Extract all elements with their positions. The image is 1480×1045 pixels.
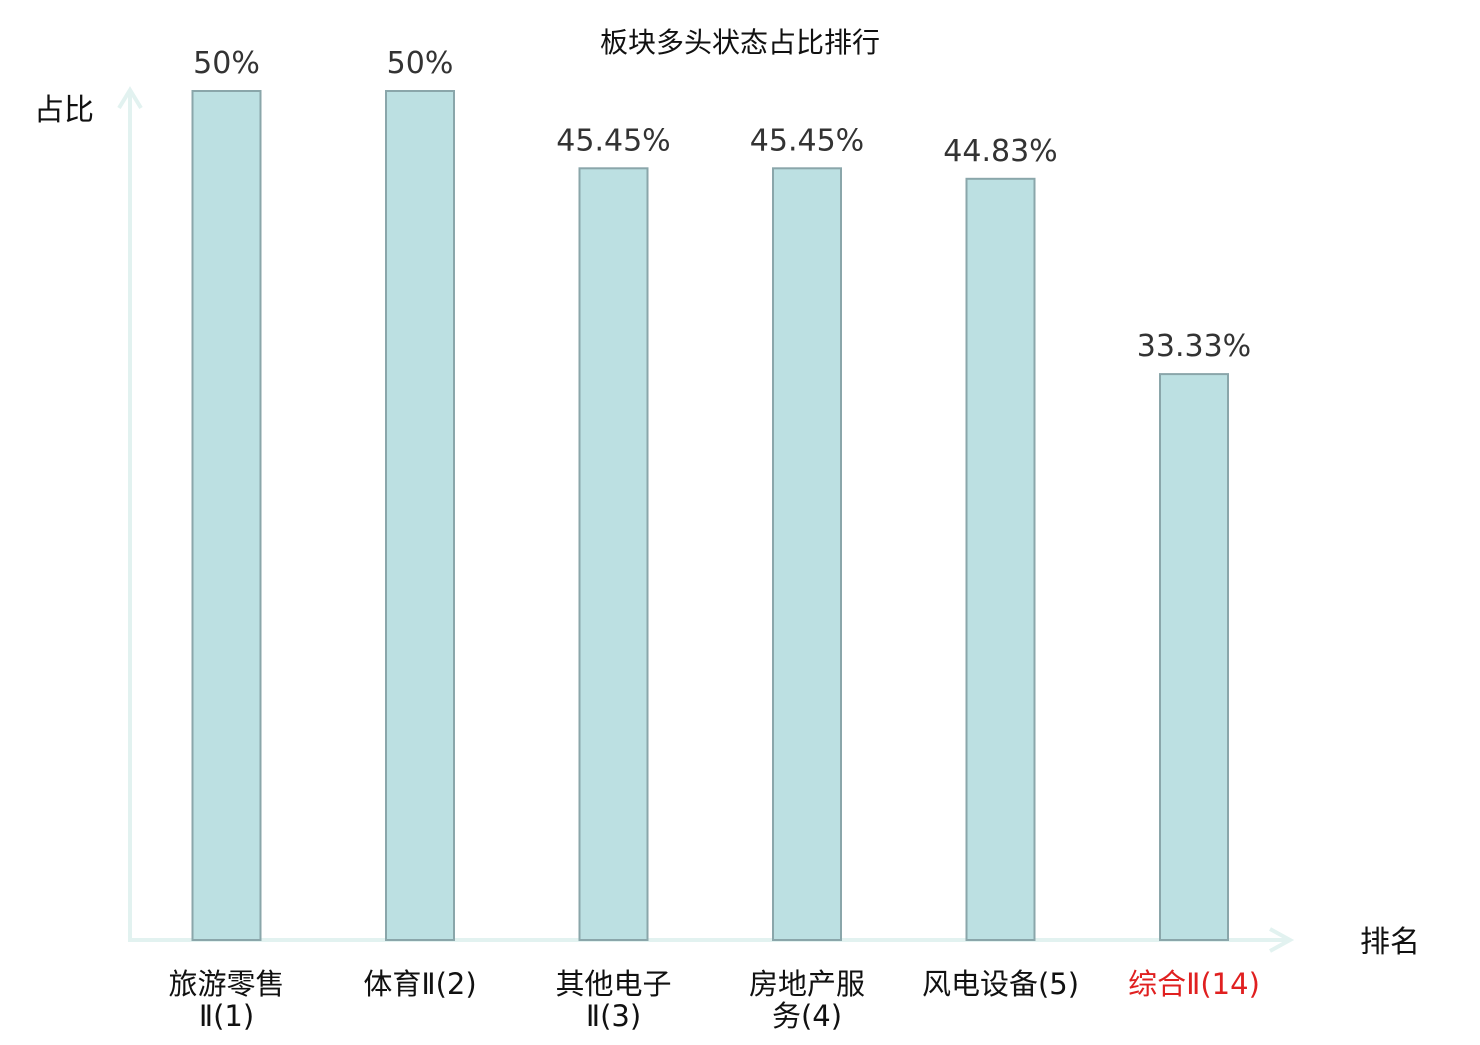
y-axis-label: 占比	[34, 93, 94, 128]
x-tick-label-line: 综合Ⅱ(14)	[1128, 967, 1260, 1001]
bar-5	[965, 177, 1036, 942]
x-tick-label-line: 房地产服	[749, 967, 865, 1001]
chart-title: 板块多头状态占比排行	[600, 26, 880, 59]
bar-4	[772, 167, 842, 942]
value-labels-group: 50% 50% 45.45% 45.45% 44.83% 33.33%	[193, 46, 1251, 364]
bar-value-label-1: 50%	[193, 46, 260, 81]
x-tick-label-4: 房地产服务(4)	[749, 967, 865, 1033]
bar-value-label-6: 33.33%	[1137, 329, 1251, 364]
x-tick-labels-group: 旅游零售 Ⅱ(1) 体育Ⅱ(2) 其他电子 Ⅱ(3) 房地产服务(4) 风电设备(5) 综合Ⅱ…	[168, 967, 1259, 1033]
x-tick-label-line: 体育Ⅱ(2)	[363, 967, 476, 1001]
x-tick-label-2: 体育Ⅱ(2)	[363, 967, 476, 1001]
bar-value-label-2: 50%	[387, 46, 454, 81]
x-tick-label-1: 旅游零售 Ⅱ(1)	[168, 967, 284, 1033]
x-tick-label-line: 旅游零售	[168, 967, 284, 1001]
bar-value-label-4: 45.45%	[750, 123, 864, 158]
bar-1	[191, 90, 262, 941]
bar-3	[578, 167, 649, 942]
x-axis-arrow	[1269, 927, 1295, 953]
bar-value-label-5: 44.83%	[943, 134, 1057, 169]
bar-value-label-3: 45.45%	[556, 123, 670, 158]
bar-6	[1159, 373, 1229, 942]
x-tick-label-3: 其他电子 Ⅱ(3)	[555, 967, 671, 1033]
x-tick-label-line: Ⅱ(3)	[586, 999, 641, 1033]
x-tick-label-line: 务(4)	[772, 999, 842, 1033]
x-axis-label: 排名	[1360, 925, 1420, 960]
y-axis-arrow	[117, 86, 143, 110]
x-tick-label-line: 风电设备(5)	[922, 967, 1079, 1001]
x-tick-label-5: 风电设备(5)	[922, 967, 1079, 1001]
bars-group	[191, 90, 1229, 942]
x-tick-label-line: 其他电子	[555, 967, 671, 1001]
x-tick-label-line: Ⅱ(1)	[199, 999, 254, 1033]
bar-2	[385, 90, 455, 941]
axes	[117, 86, 1295, 953]
x-tick-label-6: 综合Ⅱ(14)	[1128, 967, 1260, 1001]
